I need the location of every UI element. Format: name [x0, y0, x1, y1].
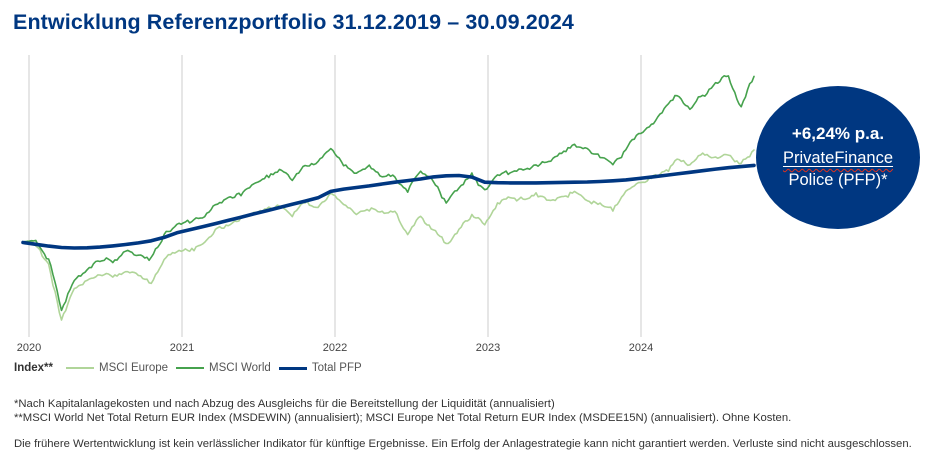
- x-tick-2021: 2021: [170, 342, 194, 354]
- spellcheck-underline: PrivateFinance: [782, 149, 894, 168]
- total-pfp-line-swatch: [278, 366, 307, 370]
- legend-label-msci-europe: MSCI Europe: [99, 362, 169, 374]
- x-tick-2022: 2022: [323, 342, 347, 354]
- msci-world-line-swatch: [176, 367, 205, 369]
- badge-product-suffix: Police (PFP)*: [788, 171, 888, 190]
- series-msci-europe-line: [22, 149, 755, 321]
- page-title: Entwicklung Referenzportfolio 31.12.2019…: [13, 10, 574, 34]
- legend-label-msci-world: MSCI World: [209, 362, 271, 374]
- footnote-1: *Nach Kapitalanlagekosten und nach Abzug…: [14, 398, 555, 410]
- legend-label-total-pfp: Total PFP: [311, 362, 362, 374]
- performance-chart: 2020 2021 2022 2023 2024: [0, 55, 940, 360]
- legend-title: Index**: [14, 362, 53, 374]
- badge-return-value: +6,24% p.a.: [791, 124, 885, 144]
- legend-item-msci-world: MSCI World: [176, 362, 271, 374]
- x-tick-2024: 2024: [629, 342, 653, 354]
- performance-badge: +6,24% p.a. PrivateFinance Police (PFP)*: [756, 86, 920, 229]
- footnotes: *Nach Kapitalanlagekosten und nach Abzug…: [14, 398, 791, 425]
- badge-product-name: PrivateFinance: [783, 147, 893, 169]
- series-msci-world-line: [22, 75, 755, 312]
- chart-canvas: 2020 2021 2022 2023 2024: [17, 55, 756, 354]
- footnote-2: **MSCI World Net Total Return EUR Index …: [14, 411, 792, 424]
- x-tick-2020: 2020: [17, 342, 41, 354]
- series-total-pfp-line: [21, 163, 756, 250]
- legend-item-total-pfp: Total PFP: [278, 362, 362, 374]
- msci-europe-line-swatch: [66, 367, 94, 369]
- x-tick-2023: 2023: [476, 342, 500, 354]
- chart-legend: Index** MSCI Europe MSCI World Total PFP: [14, 362, 362, 374]
- risk-disclaimer: Die frühere Wertentwicklung ist kein ver…: [14, 438, 912, 450]
- x-axis-labels: 2020 2021 2022 2023 2024: [17, 342, 653, 354]
- legend-item-msci-europe: MSCI Europe: [66, 362, 168, 374]
